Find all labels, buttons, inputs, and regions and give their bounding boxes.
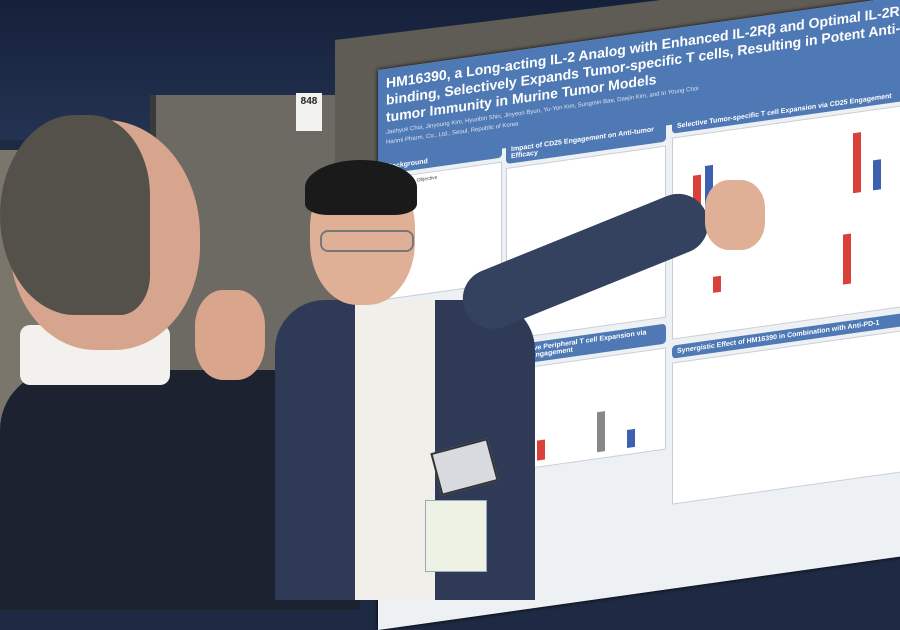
presenter-shirt	[355, 300, 435, 600]
presenter-hand	[705, 180, 765, 250]
lanyard-badge	[425, 500, 487, 572]
presenter-hair	[305, 160, 417, 215]
person-presenter	[235, 160, 815, 600]
board-number-sign: 848	[296, 93, 322, 131]
listener-hair	[0, 115, 150, 315]
listener-hand	[195, 290, 265, 380]
board-number: 848	[300, 96, 318, 107]
presenter-arm	[453, 184, 718, 338]
presenter-glasses	[320, 230, 414, 252]
